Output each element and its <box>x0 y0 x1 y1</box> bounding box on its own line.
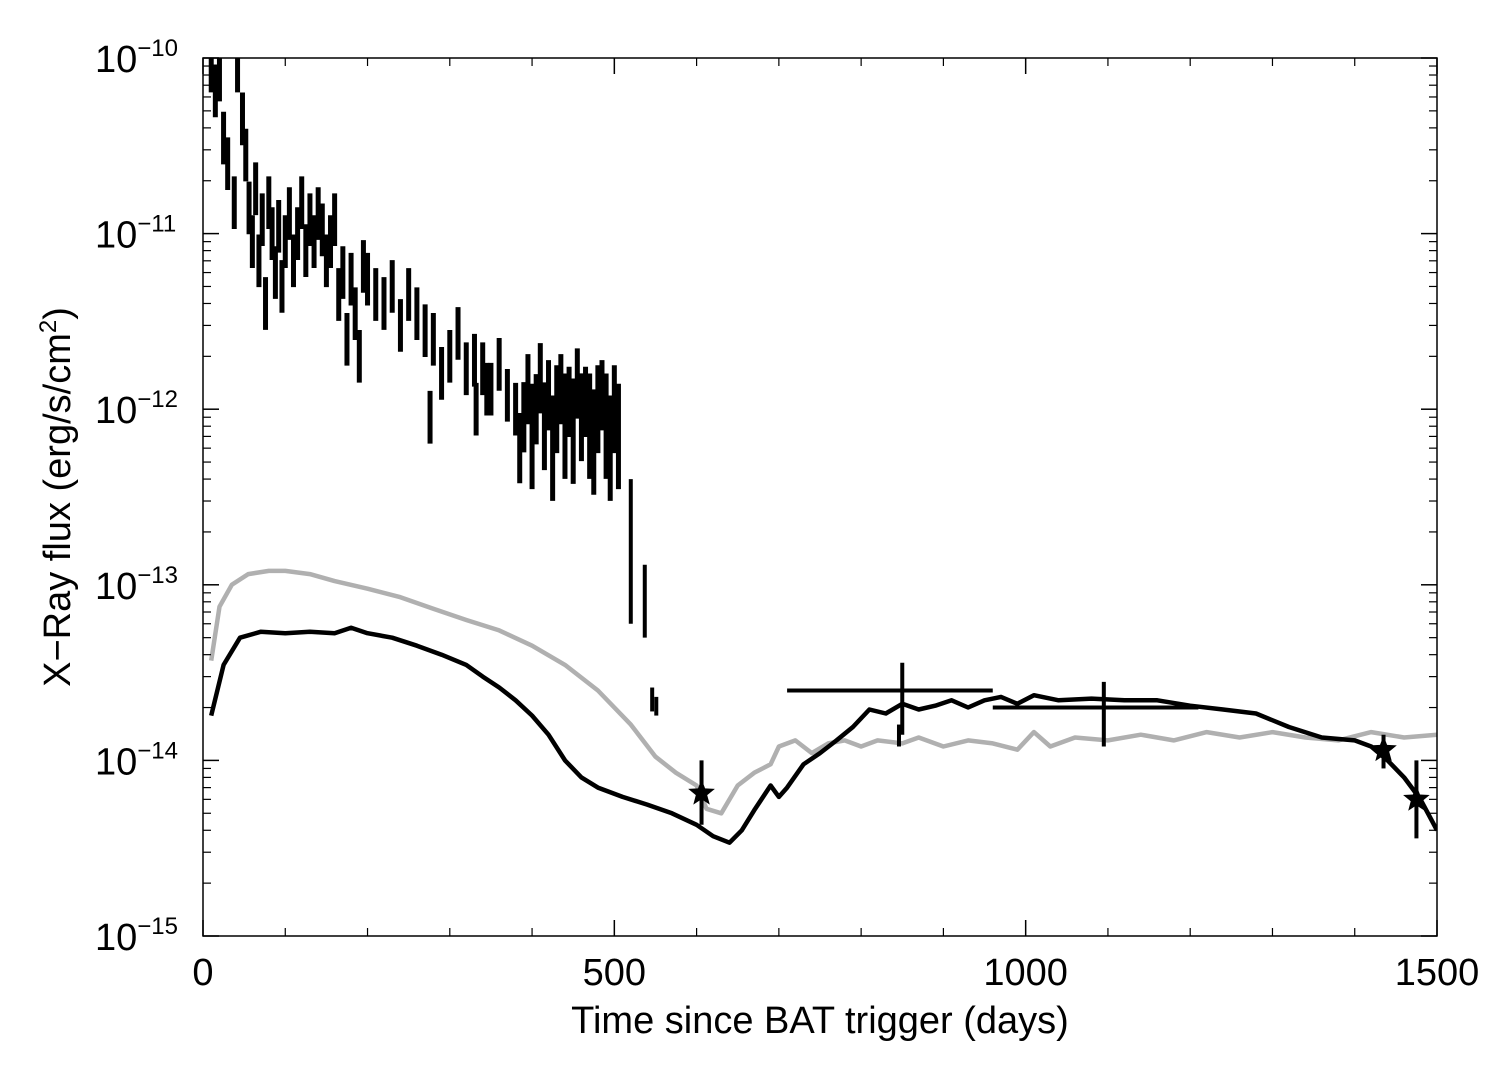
star-point-marker <box>688 779 715 805</box>
x-tick-label: 1500 <box>1395 952 1480 994</box>
y-axis-title-sup: 2 <box>35 320 62 333</box>
x-axis-title: Time since BAT trigger (days) <box>571 1000 1069 1042</box>
y-tick-base: 10 <box>95 215 137 257</box>
y-tick-exponent: −11 <box>137 211 176 238</box>
model-curve-1 <box>208 568 1437 816</box>
y-tick-label: 10−10 <box>95 35 178 81</box>
tick-labels-layer: 0 500 1000 150010−1510−1410−1310−1210−1110−… <box>95 35 1479 994</box>
y-tick-label: 10−13 <box>95 562 178 608</box>
plot-frame <box>202 57 1438 937</box>
y-tick-base: 10 <box>95 741 137 783</box>
y-axis-title-main: X−Ray flux (erg/s/cm <box>37 333 79 687</box>
y-axis-title: X−Ray flux (erg/s/cm2) <box>35 307 79 687</box>
x-tick-label: 1000 <box>983 952 1068 994</box>
y-axis-title-close: ) <box>37 307 79 320</box>
y-tick-base: 10 <box>95 39 137 81</box>
y-tick-exponent: −12 <box>137 386 178 413</box>
ticks-layer <box>202 57 1438 937</box>
model-curve-2 <box>209 625 1437 845</box>
star-point-marker <box>1370 735 1397 762</box>
star-point-marker <box>1403 785 1430 811</box>
y-tick-exponent: −14 <box>137 737 178 764</box>
y-tick-base: 10 <box>95 917 137 959</box>
y-tick-base: 10 <box>95 566 137 608</box>
y-tick-label: 10−15 <box>95 913 178 959</box>
series-layer <box>208 568 1437 845</box>
x-tick-label: 500 <box>583 952 646 994</box>
y-tick-exponent: −13 <box>137 562 178 589</box>
y-tick-label: 10−11 <box>95 211 176 257</box>
points-layer <box>208 58 1430 839</box>
y-tick-exponent: −15 <box>137 913 178 940</box>
y-tick-label: 10−14 <box>95 737 178 783</box>
y-tick-base: 10 <box>95 390 137 432</box>
y-tick-exponent: −10 <box>137 35 178 62</box>
y-tick-label: 10−12 <box>95 386 178 432</box>
x-tick-label: 0 <box>192 952 213 994</box>
